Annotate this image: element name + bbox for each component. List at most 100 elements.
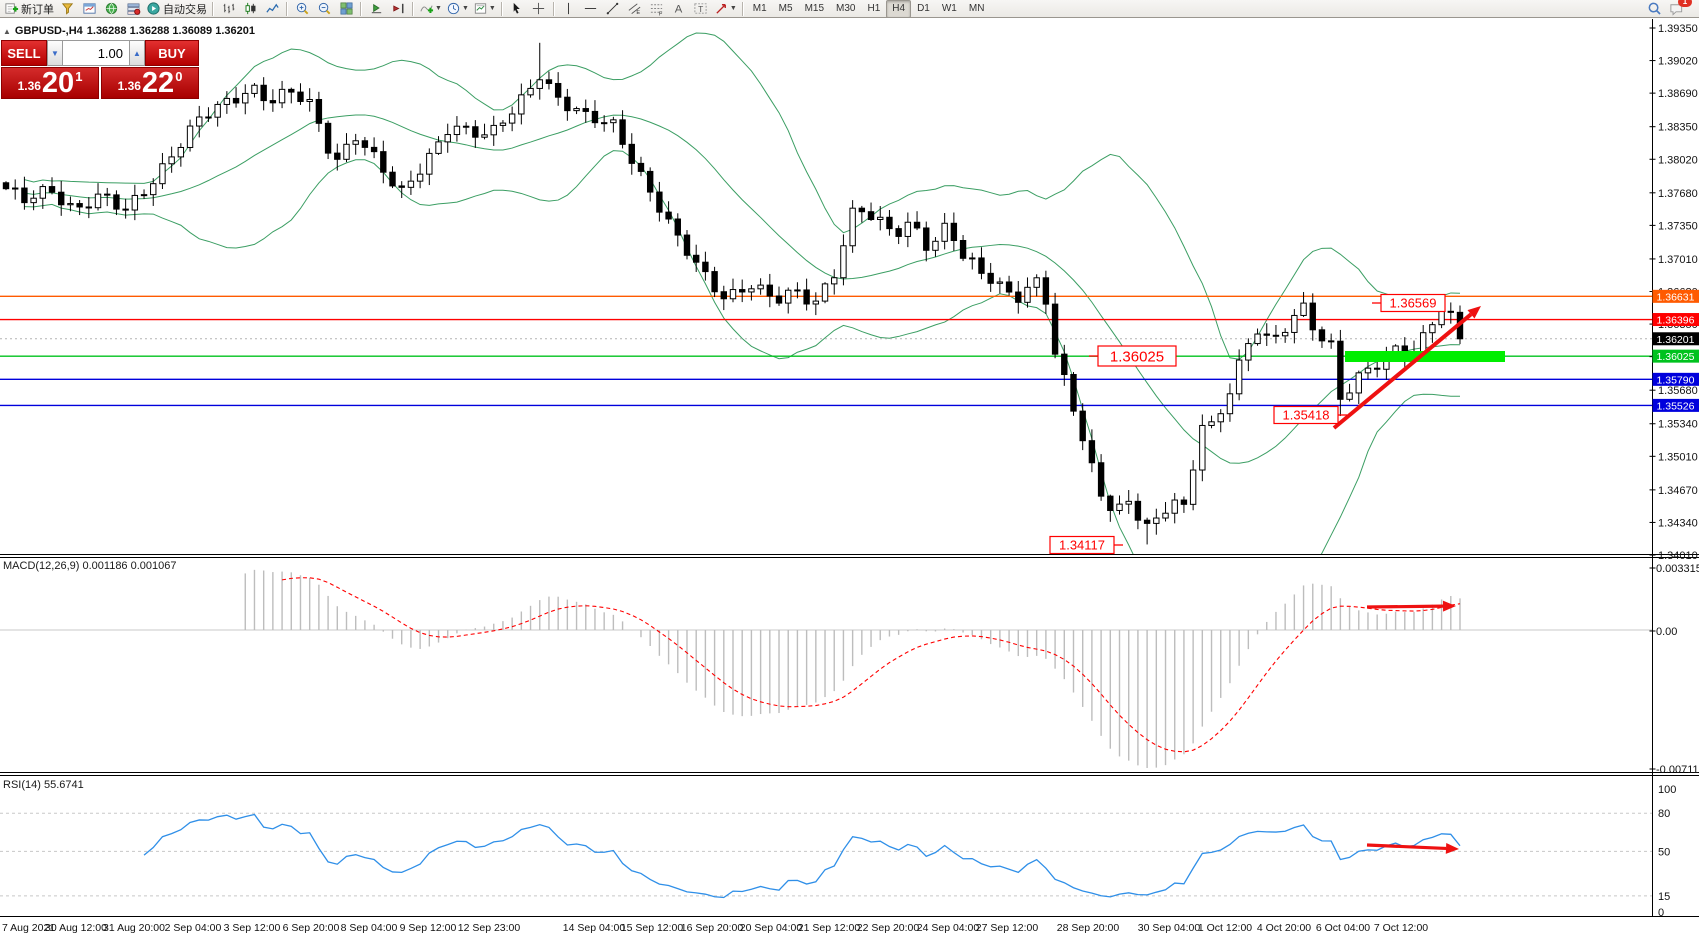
dropdown-caret-icon: ▼ bbox=[488, 5, 496, 12]
vline-icon bbox=[568, 2, 570, 15]
history-center-button[interactable] bbox=[56, 0, 78, 18]
line-chart-mode-button[interactable] bbox=[261, 0, 283, 18]
fibonacci-tool-button[interactable]: F bbox=[646, 0, 668, 18]
sell-button[interactable]: SELL bbox=[1, 40, 47, 66]
tile-windows-button[interactable] bbox=[335, 0, 357, 18]
sell-price-pip: 1 bbox=[75, 69, 83, 84]
search-button[interactable] bbox=[1643, 0, 1665, 18]
svg-text:-0.007112: -0.007112 bbox=[1656, 764, 1699, 776]
sell-price-big: 20 bbox=[41, 67, 75, 99]
svg-text:0: 0 bbox=[1658, 907, 1664, 919]
svg-text:31 Aug 20:00: 31 Aug 20:00 bbox=[103, 922, 165, 934]
toolbar-separator bbox=[360, 1, 362, 16]
svg-text:1.35010: 1.35010 bbox=[1658, 451, 1698, 463]
terminal-button[interactable] bbox=[122, 0, 144, 18]
timeframe-w1-button[interactable]: W1 bbox=[941, 2, 957, 14]
zoom-out-button[interactable] bbox=[313, 0, 335, 18]
chart-shift-button[interactable] bbox=[387, 0, 409, 18]
auto-scroll-button[interactable] bbox=[365, 0, 387, 18]
new-order-icon bbox=[5, 3, 19, 14]
trend-arrows[interactable] bbox=[1332, 306, 1481, 854]
svg-text:1.35418: 1.35418 bbox=[1283, 408, 1330, 423]
label-tool-button[interactable]: T bbox=[690, 0, 712, 18]
search-icon bbox=[1648, 2, 1661, 15]
volume-input[interactable] bbox=[63, 40, 129, 66]
market-watch-button[interactable] bbox=[78, 0, 100, 18]
zoom-in-button[interactable] bbox=[291, 0, 313, 18]
price-annotation-labels[interactable]: 1.36569 1.36025 1.35418 1.34117 bbox=[1049, 293, 1446, 555]
macd-axis[interactable]: 0.003315 0.00 -0.007112 bbox=[1649, 563, 1699, 776]
periods-button[interactable]: ▼ bbox=[444, 0, 471, 18]
buy-button[interactable]: BUY bbox=[145, 40, 199, 66]
timeframe-h1-button[interactable]: H1 bbox=[867, 2, 881, 14]
toolbar-separator bbox=[412, 1, 414, 16]
sell-price-button[interactable]: 1.36 20 1 bbox=[1, 67, 99, 99]
support-zone-highlight[interactable] bbox=[1345, 351, 1505, 362]
new-order-button-label: 新订单 bbox=[21, 3, 54, 16]
arrows-icon bbox=[716, 4, 726, 14]
text-tool-button[interactable]: A bbox=[668, 0, 690, 18]
templates-button[interactable]: ▼ bbox=[471, 0, 498, 18]
toolbar-separator bbox=[741, 1, 744, 16]
timeframe-mn-button[interactable]: MN bbox=[968, 2, 985, 14]
svg-text:1.34010: 1.34010 bbox=[1658, 550, 1698, 562]
svg-text:30 Aug 12:00: 30 Aug 12:00 bbox=[45, 922, 107, 934]
autotrading-button-label: 自动交易 bbox=[163, 3, 207, 16]
navigator-button[interactable] bbox=[100, 0, 122, 18]
timeframe-m15-button[interactable]: M15 bbox=[804, 2, 825, 14]
buy-price-button[interactable]: 1.36 22 0 bbox=[101, 67, 199, 99]
svg-text:15: 15 bbox=[1658, 891, 1670, 903]
candles-chart-icon bbox=[245, 2, 255, 15]
svg-text:1.35680: 1.35680 bbox=[1658, 385, 1698, 397]
cursor-tool-button[interactable] bbox=[506, 0, 528, 18]
candlestick-mode-button[interactable] bbox=[239, 0, 261, 18]
tile-windows-icon bbox=[340, 2, 352, 15]
svg-text:7 Oct 12:00: 7 Oct 12:00 bbox=[1374, 922, 1428, 934]
crosshair-tool-button[interactable] bbox=[528, 0, 550, 18]
chart-title: ▲ GBPUSD-,H4 1.36288 1.36288 1.36089 1.3… bbox=[3, 25, 255, 37]
volume-decrease-button[interactable]: ▼ bbox=[47, 40, 63, 66]
buy-price-big: 22 bbox=[141, 67, 175, 99]
svg-text:14 Sep 04:00: 14 Sep 04:00 bbox=[563, 922, 626, 934]
toolbar-separator bbox=[500, 1, 503, 16]
timeframe-d1-button[interactable]: D1 bbox=[917, 2, 930, 14]
autotrading-button[interactable]: 自动交易 bbox=[144, 0, 209, 18]
channel-tool-button[interactable]: E bbox=[624, 0, 646, 18]
svg-text:F: F bbox=[659, 12, 663, 16]
horizontal-line-tool-button[interactable] bbox=[580, 0, 602, 18]
macd-name: MACD(12,26,9) bbox=[3, 560, 80, 572]
svg-text:80: 80 bbox=[1658, 808, 1670, 820]
svg-text:A: A bbox=[675, 4, 683, 16]
svg-text:8 Sep 04:00: 8 Sep 04:00 bbox=[341, 922, 398, 934]
arrows-tool-button[interactable]: ▼ bbox=[712, 0, 739, 18]
svg-text:1.37010: 1.37010 bbox=[1658, 254, 1698, 266]
add-indicator-button[interactable]: ▼ bbox=[417, 0, 444, 18]
vertical-line-tool-button[interactable] bbox=[558, 0, 580, 18]
svg-text:4 Oct 20:00: 4 Oct 20:00 bbox=[1257, 922, 1311, 934]
templates-icon bbox=[474, 3, 486, 14]
line-chart-icon bbox=[265, 3, 279, 13]
timeframe-m30-button[interactable]: M30 bbox=[836, 2, 856, 14]
chart-canvas[interactable]: 1.39350 1.39020 1.38690 1.38350 1.38020 1.376… bbox=[0, 19, 1699, 938]
buy-price-prefix: 1.36 bbox=[117, 79, 141, 93]
volume-increase-button[interactable]: ▲ bbox=[129, 40, 145, 66]
svg-text:3 Sep 12:00: 3 Sep 12:00 bbox=[224, 922, 281, 934]
trendline-tool-button[interactable] bbox=[602, 0, 624, 18]
svg-text:1.39350: 1.39350 bbox=[1658, 23, 1698, 35]
new-order-button[interactable]: 新订单 bbox=[2, 0, 56, 18]
svg-text:1.38690: 1.38690 bbox=[1658, 88, 1698, 100]
svg-text:1.36025: 1.36025 bbox=[1110, 348, 1164, 365]
buy-price-pip: 0 bbox=[175, 69, 183, 84]
timeframe-m1-button[interactable]: M1 bbox=[752, 2, 767, 14]
bar-chart-mode-button[interactable] bbox=[217, 0, 239, 18]
timeframe-m5-button[interactable]: M5 bbox=[778, 2, 793, 14]
timeframe-h4-button[interactable]: H4 bbox=[886, 0, 912, 18]
price-axis[interactable]: 1.39350 1.39020 1.38690 1.38350 1.38020 1.376… bbox=[1649, 19, 1699, 917]
text-label-icon: T bbox=[694, 3, 707, 14]
svg-text:1.36025: 1.36025 bbox=[1657, 351, 1695, 363]
cursor-icon bbox=[514, 2, 521, 14]
notifications-button[interactable]: 1 bbox=[1665, 0, 1692, 18]
navigator-icon bbox=[105, 2, 117, 15]
rsi-axis[interactable]: 100 80 50 15 0 bbox=[1658, 784, 1676, 919]
